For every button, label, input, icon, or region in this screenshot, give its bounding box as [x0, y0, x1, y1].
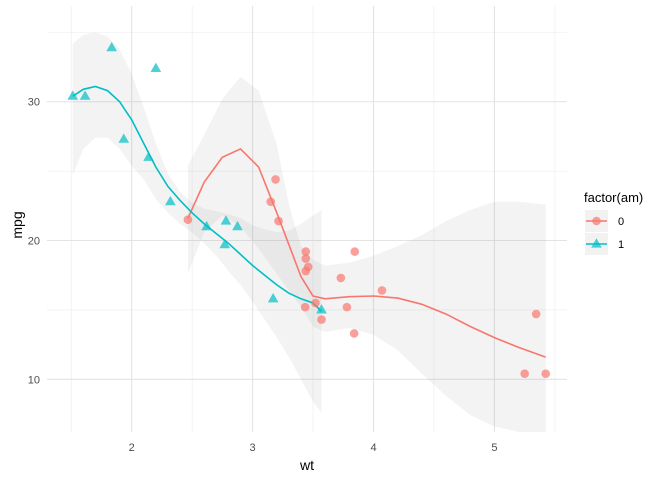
data-point-0: [336, 273, 346, 283]
y-axis-title: mpg: [9, 211, 25, 238]
data-point-0: [541, 369, 551, 379]
data-point-0: [301, 266, 311, 276]
x-tick-label: 2: [129, 442, 135, 454]
data-point-0: [349, 329, 359, 338]
data-point-1: [79, 90, 91, 100]
legend: factor(am) 01: [584, 190, 643, 255]
smooth-line-1: [72, 85, 323, 312]
y-tick-label: 20: [28, 236, 40, 248]
data-point-1: [316, 304, 327, 314]
x-axis-title: wt: [299, 457, 314, 473]
data-point-1: [220, 215, 232, 225]
y-tick-label: 10: [28, 374, 40, 386]
data-point-1: [267, 292, 279, 303]
data-point-0: [271, 175, 280, 184]
legend-entries: 01: [585, 210, 624, 255]
data-point-0: [301, 247, 311, 256]
confidence-band-0: [187, 76, 546, 433]
data-point-0: [317, 315, 326, 324]
data-point-0: [531, 309, 541, 319]
data-point-1: [219, 238, 231, 249]
data-point-1: [232, 220, 243, 231]
data-point-1: [201, 220, 212, 231]
legend-label: 1: [618, 239, 624, 251]
data-point-0: [311, 298, 320, 308]
data-point-1: [143, 151, 154, 161]
data-point-0: [300, 302, 310, 312]
data-point-0: [342, 302, 352, 312]
smooth-lines: [72, 85, 546, 358]
data-points: [67, 41, 551, 379]
data-point-0: [377, 286, 387, 295]
y-tick-label: 30: [28, 97, 40, 109]
x-tick-label: 5: [491, 442, 497, 454]
x-tick-label: 4: [370, 442, 376, 454]
data-point-1: [106, 41, 118, 52]
legend-title: factor(am): [584, 190, 643, 205]
data-point-1: [67, 90, 79, 100]
legend-key-circle: [592, 216, 601, 226]
legend-key-triangle: [591, 238, 602, 248]
x-tick-label: 3: [250, 442, 256, 454]
tick-labels: 2 3 4 5 10 20 30: [28, 97, 498, 454]
data-point-1: [118, 133, 130, 143]
data-point-0: [350, 247, 360, 256]
data-point-0: [266, 197, 276, 206]
data-point-1: [165, 195, 176, 206]
smooth-line-0: [187, 147, 546, 358]
data-point-0: [520, 369, 529, 379]
data-point-1: [150, 62, 162, 73]
legend-label: 0: [618, 216, 624, 228]
data-point-0: [183, 215, 193, 224]
data-point-0: [301, 254, 311, 263]
confidence-bands: [72, 32, 546, 433]
data-point-0: [274, 216, 283, 226]
